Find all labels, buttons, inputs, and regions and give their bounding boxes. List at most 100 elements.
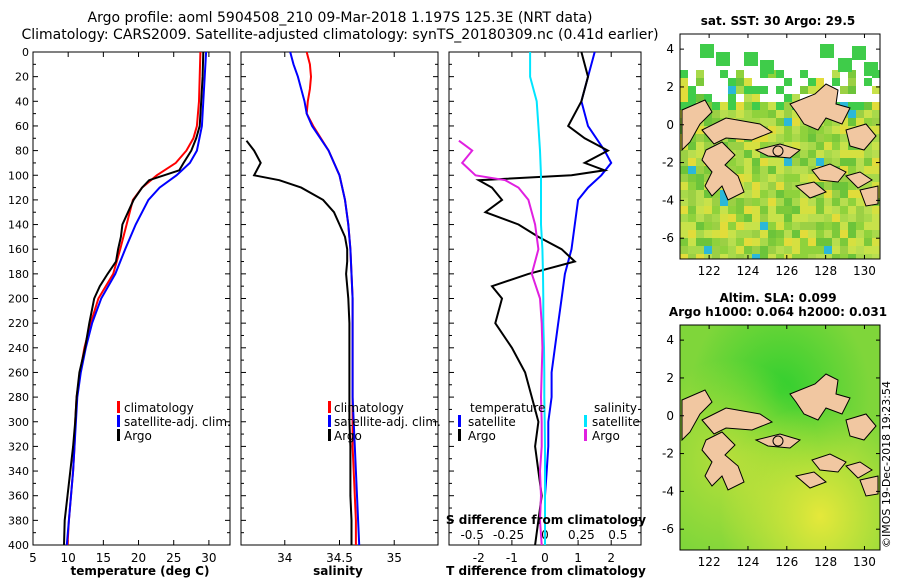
sst-cell [848,78,856,86]
land-shape [701,431,745,491]
sst-cell [816,254,824,259]
sst-cell [808,174,816,182]
sst-cell [800,238,808,246]
sst-cell [784,102,792,110]
legend-swatch-argo [117,429,120,441]
sst-cell [744,158,752,166]
sst-cell [808,230,816,238]
ytick-label: 300 [8,416,29,429]
sst-cell [800,206,808,214]
sst-cell [784,78,792,86]
sst-cell [792,238,800,246]
sst-cell [760,222,768,230]
map-xtick-label: 128 [814,264,837,278]
sst-cell [712,102,720,110]
sst-cell [736,206,744,214]
map-xtick-label: 126 [775,555,798,569]
sst-cell [808,238,816,246]
sst-cell [776,206,784,214]
sst-cell [760,254,768,259]
sst-cell [832,214,840,222]
sst-cell [856,190,864,198]
series-line-temperature-satellite [544,51,613,545]
sst-cell [736,246,744,254]
map-xtick-label: 122 [698,555,721,569]
sst-cell [824,126,832,134]
sst-cell [856,150,864,158]
sst-cell [872,126,880,134]
sst-cell [856,118,864,126]
sst-cell [696,206,704,214]
sst-cell [864,254,872,259]
sst-cell [680,102,688,110]
ytick-label: 60 [15,120,29,133]
sst-cell [696,230,704,238]
sst-cell [704,254,712,259]
sst-cell [720,190,728,198]
sst-cell [728,222,736,230]
sst-cell [784,254,792,259]
salinity-ticks: 34 34.5 35 [241,51,438,565]
sst-cell [824,214,832,222]
sst-cell [816,198,824,206]
sst-cell [696,214,704,222]
sst-cell [832,238,840,246]
series-line-salinity-argo [458,139,544,546]
sst-cell [744,166,752,174]
difference-xlabel-top: S difference from climatology [446,513,646,527]
sst-cell [864,238,872,246]
sst-cell [824,254,832,259]
sst-cell [704,246,712,254]
sst-cell [752,214,760,222]
salinity-plot-frame [240,51,439,546]
sst-cell [696,78,704,86]
sst-cell [872,246,880,254]
sst-cell [728,198,736,206]
salinity-panel: 34 34.5 35 climatology satellite-adj. clim… [240,51,441,578]
sst-cell [872,118,880,126]
sst-cell [680,246,688,254]
sst-cell [820,44,834,58]
sst-cell [824,246,832,254]
legend-swatch-climatology [117,401,120,413]
land-shape [701,117,774,145]
map-ytick-label: 2 [666,80,674,94]
salinity-xlabel: salinity [313,564,363,578]
sst-cell [728,78,736,86]
sst-cell [808,134,816,142]
sst-cell [824,206,832,214]
sla-map-axes: 4 2 0 -2 -4 -6 122 124 126 128 130 [662,325,880,569]
legend-swatch-sal-argo [584,429,587,441]
sst-cell [720,110,728,118]
xtick-label: 34 [277,551,292,565]
sst-cell [800,254,808,259]
xtick-label: 35 [387,551,402,565]
sst-cell [800,126,808,134]
sst-cell [872,86,880,94]
sst-cell [720,222,728,230]
sst-cell [864,246,872,254]
sst-cell [696,198,704,206]
sst-cell [832,254,840,259]
sst-cell [776,174,784,182]
temperature-xlabel: temperature (deg C) [71,564,210,578]
sst-cell [784,126,792,134]
sst-cell [840,166,848,174]
sst-cell [768,166,776,174]
sst-cell [752,150,760,158]
sst-cell [816,222,824,230]
ytick-label: 160 [8,243,29,256]
sst-cell [688,94,696,102]
sst-cell [744,150,752,158]
sst-cell [752,182,760,190]
sst-cell [760,166,768,174]
sst-cell [720,238,728,246]
sst-cell [872,214,880,222]
sst-cell [776,230,784,238]
series-line-temperature-argo [475,51,611,546]
top-xtick-label: -0.5 [460,528,483,542]
sst-cell [784,174,792,182]
sst-cell [680,238,688,246]
ytick-label: 400 [8,539,29,552]
ytick-label: 120 [8,194,29,207]
